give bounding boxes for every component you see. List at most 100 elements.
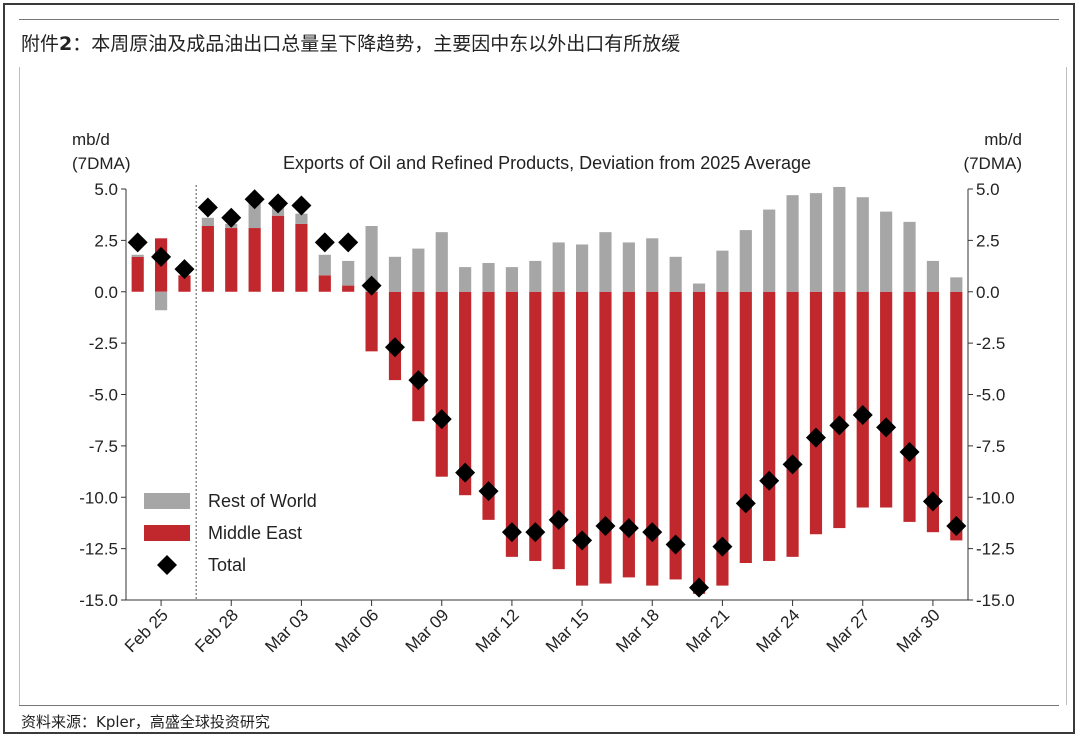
total-marker: [642, 522, 663, 543]
total-marker: [314, 232, 335, 253]
legend-swatch-rest-of-world: [144, 493, 190, 509]
total-marker: [759, 470, 780, 491]
left-y-tick-label: 2.5: [94, 231, 118, 250]
left-y-tick-label: -5.0: [89, 386, 118, 405]
total-marker: [548, 509, 569, 530]
rest-of-world-bar: [856, 197, 869, 292]
source-note: 资料来源：Kpler，高盛全球投资研究: [21, 713, 270, 731]
left-y-tick-label: -10.0: [79, 488, 118, 507]
middle-east-bar: [388, 291, 402, 381]
middle-east-bar: [950, 291, 963, 541]
left-y-tick-label: -15.0: [79, 591, 118, 610]
chart-title: Exports of Oil and Refined Products, Dev…: [283, 153, 811, 173]
total-marker: [618, 518, 639, 539]
rest-of-world-bar: [903, 221, 916, 292]
total-marker: [922, 491, 943, 512]
rest-of-world-bar: [295, 213, 308, 224]
right-y-tick-label: 5.0: [976, 180, 1000, 199]
x-tick-label: Feb 25: [121, 605, 172, 656]
legend-label: Middle East: [208, 523, 302, 543]
middle-east-bar: [459, 291, 472, 496]
right-y-tick-label: -10.0: [976, 488, 1015, 507]
middle-east-bar: [669, 291, 682, 580]
left-y-tick-label: -7.5: [89, 437, 118, 456]
rest-of-world-bar: [950, 277, 963, 292]
top-rule: [19, 19, 1059, 20]
rest-of-world-bar: [786, 195, 799, 292]
middle-east-bar: [880, 291, 893, 508]
middle-east-bar: [131, 256, 144, 292]
middle-east-bar: [248, 228, 261, 292]
middle-east-bar: [576, 291, 589, 586]
rest-of-world-bar: [388, 256, 402, 292]
heading-number: 2: [59, 33, 73, 55]
total-marker: [595, 516, 616, 537]
total-marker: [501, 522, 522, 543]
rest-of-world-bar: [318, 254, 331, 276]
total-marker: [268, 193, 289, 214]
rest-of-world-bar: [669, 256, 682, 292]
middle-east-bar: [505, 291, 518, 557]
total-marker: [735, 493, 756, 514]
total-marker: [455, 462, 476, 483]
x-tick-label: Mar 06: [332, 605, 383, 656]
middle-east-bar: [529, 291, 542, 561]
right-y-tick-label: 0.0: [976, 283, 1000, 302]
x-tick-label: Mar 15: [542, 605, 593, 656]
x-tick-label: Mar 03: [261, 605, 312, 656]
rest-of-world-bar: [365, 225, 378, 292]
total-marker: [665, 534, 686, 555]
figure-heading: 附件2：本周原油及成品油出口总量呈下降趋势，主要因中东以外出口有所放缓: [21, 29, 680, 56]
middle-east-bar: [271, 215, 285, 292]
rest-of-world-bar: [529, 260, 542, 292]
rest-of-world-bar: [646, 238, 659, 292]
rest-of-world-bar: [342, 260, 355, 286]
middle-east-bar: [856, 291, 869, 508]
rest-of-world-bar: [201, 217, 214, 226]
legend-label: Rest of World: [208, 491, 317, 511]
rest-of-world-bar: [576, 244, 589, 292]
total-marker: [712, 536, 733, 557]
rest-of-world-bar: [599, 232, 612, 292]
right-y-tick-label: 2.5: [976, 231, 1000, 250]
rest-of-world-bar: [412, 248, 425, 292]
total-marker: [408, 370, 429, 391]
total-marker: [338, 232, 359, 253]
middle-east-bar: [763, 291, 776, 561]
middle-east-bar: [903, 291, 916, 522]
rest-of-world-bar: [482, 262, 495, 292]
middle-east-bar: [926, 291, 939, 533]
x-tick-label: Mar 18: [612, 605, 663, 656]
middle-east-bar: [178, 275, 191, 292]
right-y-tick-label: -12.5: [976, 540, 1015, 559]
middle-east-bar: [646, 291, 659, 586]
middle-east-bar: [552, 291, 565, 570]
left-y-tick-label: 0.0: [94, 283, 118, 302]
x-tick-label: Feb 28: [191, 605, 242, 656]
heading-prefix: 附件: [21, 33, 60, 55]
middle-east-bar: [225, 228, 238, 292]
total-marker: [127, 232, 148, 253]
rest-of-world-bar: [155, 291, 168, 311]
right-axis-unit-sub: (7DMA): [963, 154, 1022, 173]
rest-of-world-bar: [880, 211, 893, 292]
middle-east-bar: [786, 291, 799, 557]
left-axis-unit: mb/d: [72, 130, 110, 149]
rest-of-world-bar: [248, 203, 261, 229]
total-marker: [431, 409, 452, 430]
right-y-tick-label: -15.0: [976, 591, 1015, 610]
rest-of-world-bar: [739, 230, 752, 292]
total-marker: [151, 246, 172, 267]
middle-east-bar: [739, 291, 752, 564]
rest-of-world-bar: [926, 260, 939, 292]
chart-container: 5.0 5.0 2.5 2.5 0.0 0.0 -2.5 -2.5 -5.0 -5.0 -7.5 -7…: [19, 67, 1067, 705]
rest-of-world-bar: [505, 267, 518, 292]
right-y-tick-label: -7.5: [976, 437, 1005, 456]
total-marker: [805, 427, 826, 448]
total-marker: [221, 207, 242, 228]
total-marker: [876, 417, 897, 438]
total-marker: [384, 337, 405, 358]
x-tick-label: Mar 24: [753, 605, 804, 656]
total-marker: [174, 259, 195, 280]
total-marker: [689, 577, 710, 598]
